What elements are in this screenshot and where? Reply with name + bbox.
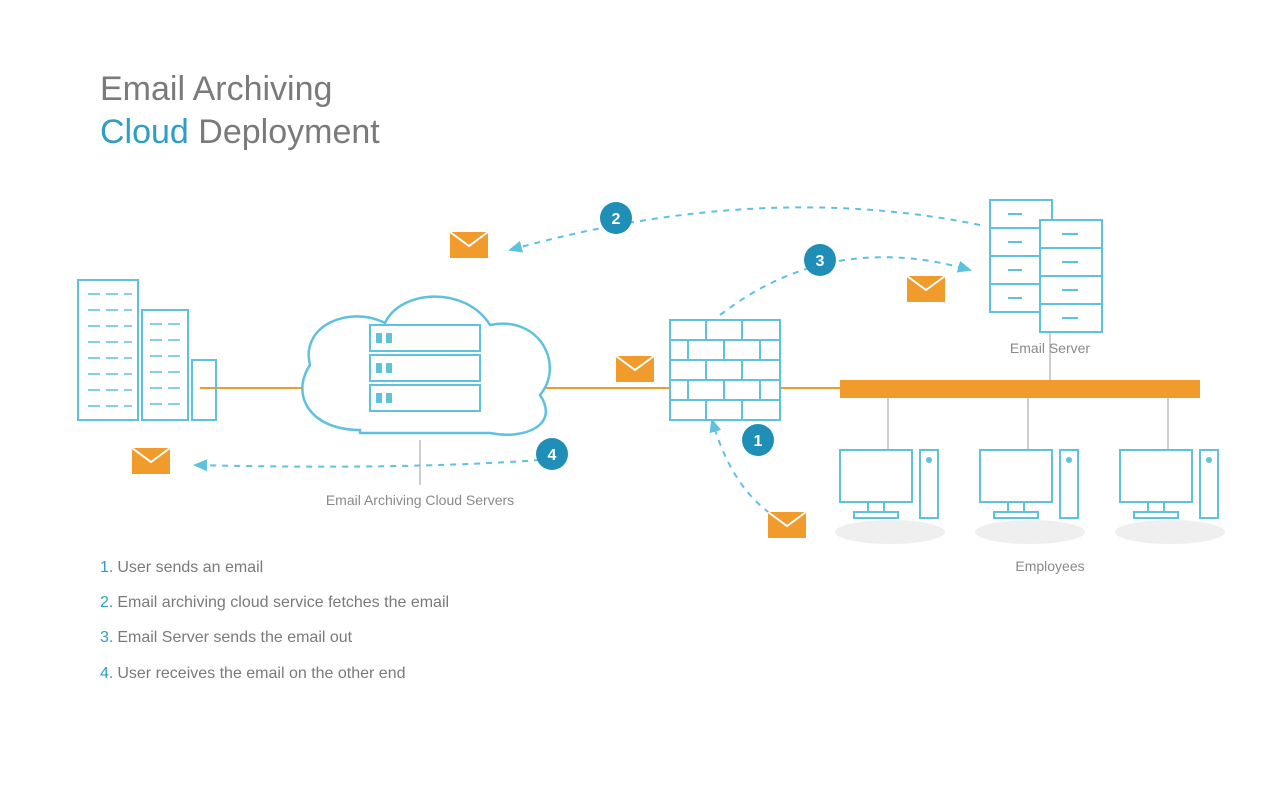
legend-num: 1. [100,559,113,576]
legend-text: User receives the email on the other end [117,665,405,682]
legend-item: 2.Email archiving cloud service fetches … [100,585,449,620]
workstation-1 [835,450,945,544]
flow-step-2 [510,207,980,250]
legend-item: 4.User receives the email on the other e… [100,656,449,691]
building-icon [78,280,216,420]
step-badge-4: 4 [536,438,568,470]
legend: 1.User sends an email 2.Email archiving … [100,550,449,691]
cloud-icon [302,297,549,435]
email-server-label: Email Server [990,340,1110,356]
workstation-3 [1115,450,1225,544]
employees-label: Employees [990,558,1110,574]
step-badge-1: 1 [742,424,774,456]
svg-text:1: 1 [754,433,763,450]
legend-text: Email archiving cloud service fetches th… [117,594,449,611]
envelope-icon [450,232,488,258]
legend-text: Email Server sends the email out [117,629,352,646]
svg-text:4: 4 [548,447,557,464]
flow-step-4 [195,460,540,467]
workstation-2 [975,450,1085,544]
envelope-icon [768,512,806,538]
step-badge-2: 2 [600,202,632,234]
envelope-icon [132,448,170,474]
step-badge-3: 3 [804,244,836,276]
envelope-icon [907,276,945,302]
firewall-icon [670,320,780,420]
svg-text:3: 3 [816,253,825,270]
legend-num: 2. [100,594,113,611]
legend-item: 3.Email Server sends the email out [100,620,449,655]
legend-num: 3. [100,629,113,646]
legend-num: 4. [100,665,113,682]
legend-item: 1.User sends an email [100,550,449,585]
email-server-icon [990,200,1102,332]
envelope-icon [616,356,654,382]
svg-text:2: 2 [612,211,621,228]
legend-text: User sends an email [117,559,263,576]
cloud-label: Email Archiving Cloud Servers [310,492,530,508]
employees-bus-bar [840,380,1200,398]
